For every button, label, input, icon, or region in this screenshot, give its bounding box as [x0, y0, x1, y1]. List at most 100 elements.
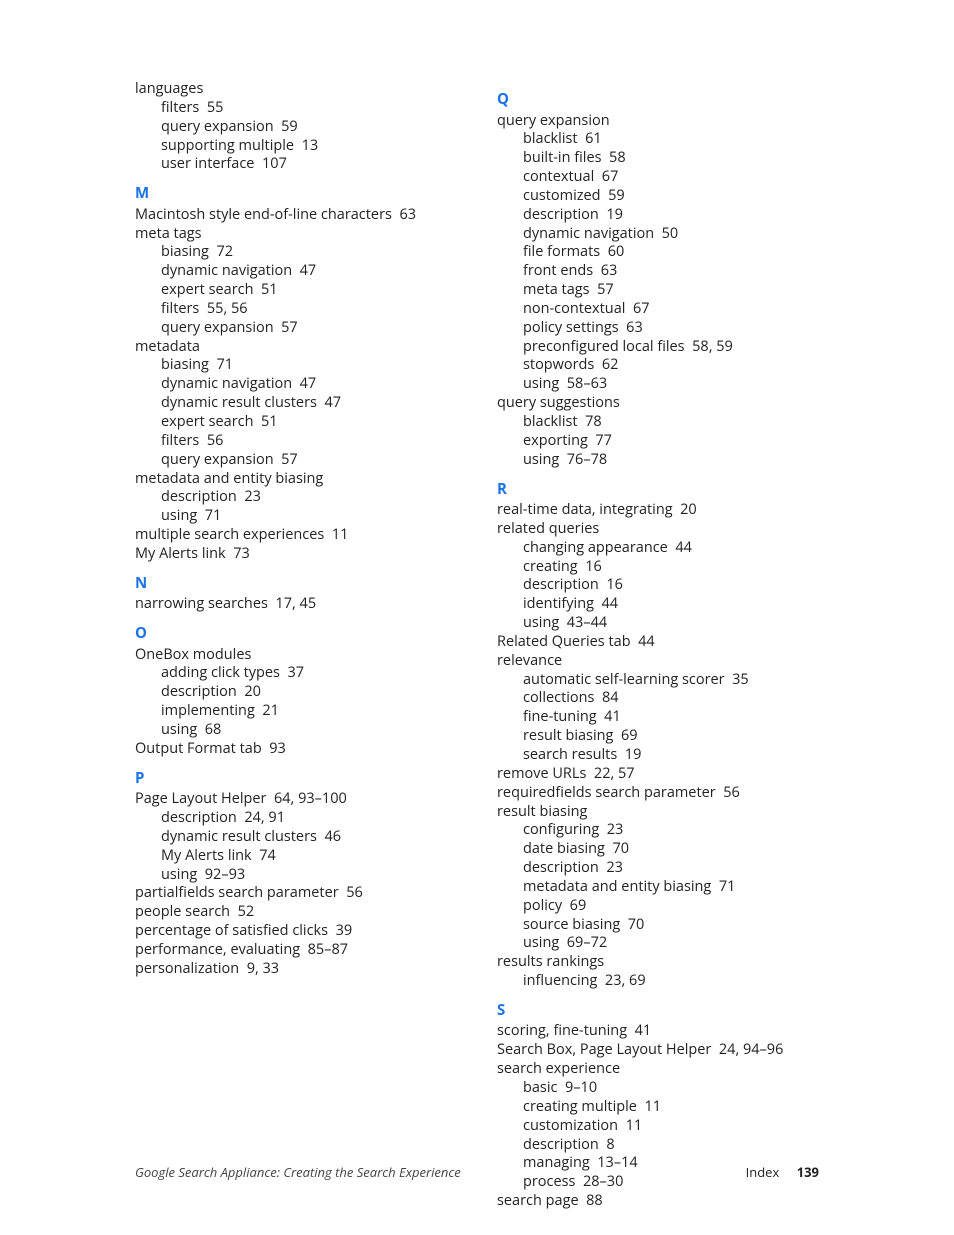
index-entry-pages: 61	[578, 129, 602, 148]
index-entry-pages: 47	[317, 393, 341, 412]
index-entry-text: configuring	[523, 820, 599, 839]
index-entry: multiple search experiences 11	[135, 526, 457, 545]
index-entry-text: result biasing	[523, 726, 613, 745]
index-entry-text: file formats	[523, 242, 600, 261]
index-entry: partialfields search parameter 56	[135, 884, 457, 903]
index-entry-text: changing appearance	[523, 538, 668, 557]
index-letter: Q	[497, 90, 819, 110]
index-entry-text: query suggestions	[497, 393, 620, 412]
index-entry: description 8	[497, 1136, 819, 1155]
index-entry: query expansion	[497, 112, 819, 131]
index-entry-text: personalization	[135, 959, 239, 978]
index-entry: built-in files 58	[497, 149, 819, 168]
index-entry-text: using	[161, 865, 197, 884]
index-letter: R	[497, 480, 819, 500]
index-entry: policy settings 63	[497, 319, 819, 338]
index-entry: creating multiple 11	[497, 1098, 819, 1117]
index-entry-pages: 57	[274, 450, 298, 469]
index-entry-pages: 47	[292, 261, 316, 280]
index-entry: blacklist 61	[497, 130, 819, 149]
index-entry-text: My Alerts link	[135, 544, 226, 563]
index-entry-pages: 41	[597, 707, 621, 726]
index-entry-pages: 64, 93–100	[266, 789, 346, 808]
index-entry-pages: 50	[654, 224, 678, 243]
index-entry-text: stopwords	[523, 355, 594, 374]
index-entry: filters 55	[135, 99, 457, 118]
index-entry: My Alerts link 73	[135, 545, 457, 564]
index-entry: source biasing 70	[497, 916, 819, 935]
index-entry-pages: 43–44	[559, 613, 607, 632]
index-entry-pages: 56	[339, 883, 363, 902]
index-entry-text: using	[523, 933, 559, 952]
index-entry-text: implementing	[161, 701, 255, 720]
index-entry: dynamic result clusters 46	[135, 828, 457, 847]
index-entry: filters 55, 56	[135, 300, 457, 319]
index-entry-pages: 58, 59	[685, 337, 733, 356]
index-entry-text: search results	[523, 745, 617, 764]
index-entry-pages: 58	[602, 148, 626, 167]
index-entry-pages: 67	[625, 299, 649, 318]
footer-section: Index	[746, 1163, 780, 1181]
index-entry-pages: 69–72	[559, 933, 607, 952]
index-entry: result biasing 69	[497, 727, 819, 746]
index-entry-pages: 11	[618, 1116, 642, 1135]
index-entry-text: people search	[135, 902, 230, 921]
index-entry-text: biasing	[161, 242, 209, 261]
index-entry-text: policy	[523, 896, 562, 915]
footer-right: Index 139	[746, 1164, 819, 1181]
index-entry-text: source biasing	[523, 915, 620, 934]
index-entry: description 23	[497, 859, 819, 878]
index-columns: languagesfilters 55query expansion 59sup…	[135, 80, 819, 1211]
index-entry-text: creating multiple	[523, 1097, 637, 1116]
index-entry: languages	[135, 80, 457, 99]
index-entry-pages: 52	[230, 902, 254, 921]
index-entry-text: description	[523, 205, 599, 224]
index-entry-text: using	[161, 720, 197, 739]
index-entry-pages: 11	[324, 525, 348, 544]
index-entry-pages: 9, 33	[239, 959, 279, 978]
index-entry: creating 16	[497, 558, 819, 577]
index-entry-pages: 60	[600, 242, 624, 261]
index-entry: narrowing searches 17, 45	[135, 595, 457, 614]
index-entry: requiredfields search parameter 56	[497, 784, 819, 803]
index-entry-pages: 57	[274, 318, 298, 337]
index-entry-text: related queries	[497, 519, 599, 538]
index-entry-pages: 71	[197, 506, 221, 525]
index-entry-text: description	[523, 1135, 599, 1154]
index-entry-pages: 78	[578, 412, 602, 431]
index-entry-pages: 71	[711, 877, 735, 896]
index-entry-text: fine-tuning	[523, 707, 597, 726]
index-entry-pages: 8	[599, 1135, 615, 1154]
index-entry: supporting multiple 13	[135, 137, 457, 156]
index-letter: N	[135, 574, 457, 594]
index-entry: preconfigured local files 58, 59	[497, 338, 819, 357]
index-entry: results rankings	[497, 953, 819, 972]
index-entry-pages: 44	[631, 632, 655, 651]
index-entry-text: date biasing	[523, 839, 605, 858]
footer-page-number: 139	[797, 1163, 819, 1181]
index-entry-text: requiredfields search parameter	[497, 783, 716, 802]
index-entry-pages: 76–78	[559, 450, 607, 469]
index-entry-pages: 71	[209, 355, 233, 374]
index-entry-pages: 73	[226, 544, 250, 563]
index-entry: exporting 77	[497, 432, 819, 451]
index-entry: using 68	[135, 721, 457, 740]
index-entry: search results 19	[497, 746, 819, 765]
index-entry: Search Box, Page Layout Helper 24, 94–96	[497, 1041, 819, 1060]
index-entry-pages: 13	[294, 136, 318, 155]
index-entry-text: dynamic result clusters	[161, 827, 317, 846]
index-entry: description 23	[135, 488, 457, 507]
index-entry-text: filters	[161, 431, 199, 450]
index-entry-pages: 44	[594, 594, 618, 613]
index-entry: query expansion 59	[135, 118, 457, 137]
index-entry-text: performance, evaluating	[135, 940, 300, 959]
index-entry-text: influencing	[523, 971, 597, 990]
index-entry: performance, evaluating 85–87	[135, 941, 457, 960]
index-entry-text: using	[161, 506, 197, 525]
index-entry-text: description	[523, 575, 599, 594]
index-entry-text: using	[523, 613, 559, 632]
index-entry-text: blacklist	[523, 129, 578, 148]
index-entry-pages: 9–10	[557, 1078, 597, 1097]
index-entry-pages: 20	[237, 682, 261, 701]
index-entry-pages: 11	[637, 1097, 661, 1116]
